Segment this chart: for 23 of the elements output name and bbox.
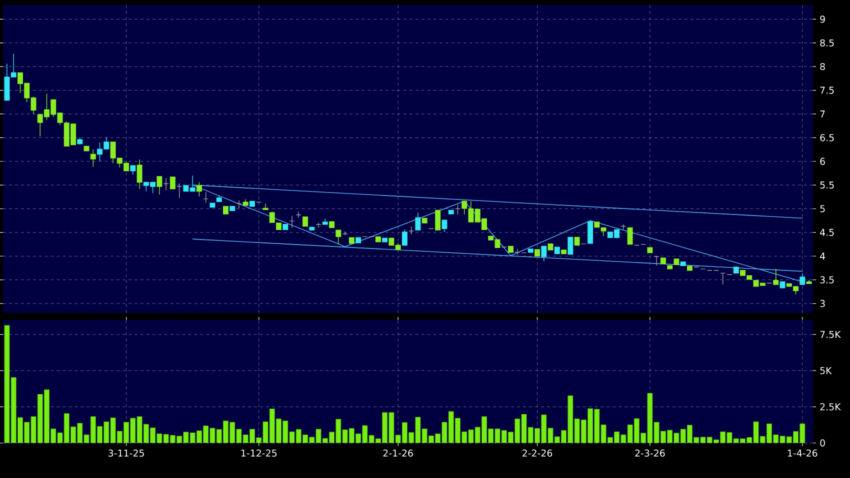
x-tick-label: 1-12-25: [241, 450, 277, 457]
y-tick-label: 5: [820, 205, 825, 212]
x-tick-label: 1-4-26: [788, 450, 818, 457]
y-tick-label: 5K: [820, 367, 832, 374]
y-tick-label: 6.5: [820, 134, 834, 142]
x-tick-label: 3-11-25: [108, 450, 144, 457]
y-tick-label: 2.5K: [820, 403, 841, 410]
y-tick-label: 7: [820, 110, 825, 118]
y-tick-label: 6: [820, 158, 825, 165]
y-tick-label: 8: [820, 63, 825, 70]
y-tick-label: 4.5: [820, 228, 834, 236]
y-tick-label: 3.5: [820, 276, 834, 284]
y-tick-label: 5.5: [820, 182, 834, 189]
x-tick-label: 2-3-26: [635, 450, 665, 457]
x-tick-label: 2-2-26: [522, 450, 552, 457]
y-tick-label: 7.5K: [820, 330, 841, 338]
y-tick-label: 3: [820, 300, 825, 308]
x-tick-label: 2-1-26: [383, 450, 413, 457]
y-tick-label: 4: [820, 252, 826, 260]
y-tick-label: 8.5: [820, 39, 834, 46]
y-tick-label: 0: [820, 439, 825, 447]
y-tick-label: 7.5: [820, 86, 834, 94]
y-tick-label: 9: [820, 16, 825, 23]
